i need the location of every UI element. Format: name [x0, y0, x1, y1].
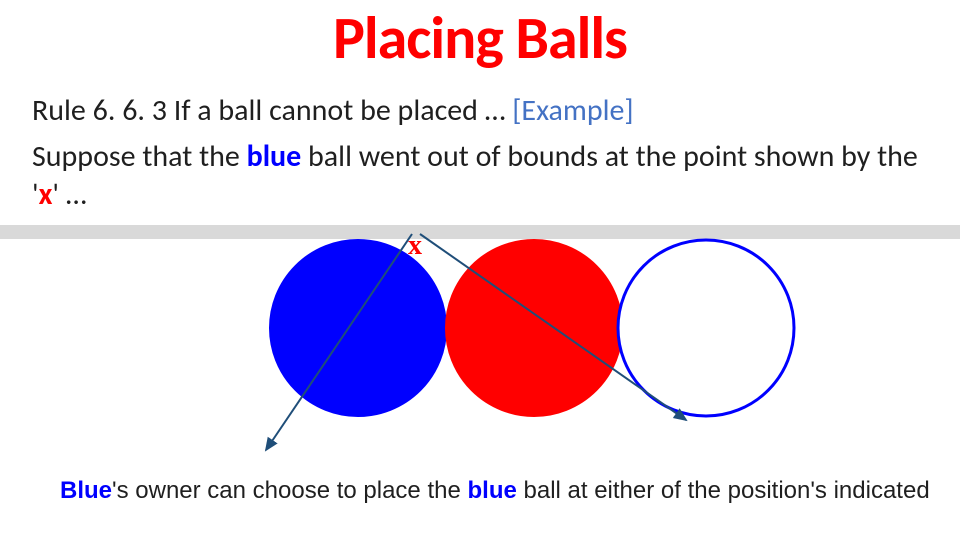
- suppose-part3: ' …: [52, 176, 86, 213]
- footer-blue-prefix: Blue: [60, 477, 112, 504]
- red-ball: [446, 240, 622, 416]
- suppose-blue-word: blue: [247, 138, 302, 175]
- slide: Placing Balls Rule 6. 6. 3 If a ball can…: [0, 0, 960, 540]
- blue-ball: [270, 240, 446, 416]
- example-tag: [Example]: [512, 92, 633, 129]
- white-ball: [618, 240, 794, 416]
- suppose-x: x: [39, 176, 53, 213]
- rule-line: Rule 6. 6. 3 If a ball cannot be placed …: [32, 92, 634, 129]
- diagram-svg: [0, 220, 960, 480]
- footer-part2: ball at either of the position's indicat…: [517, 477, 930, 504]
- footer-line: Blue's owner can choose to place the blu…: [60, 478, 930, 504]
- footer-blue-word: blue: [467, 477, 516, 504]
- rule-number: Rule 6. 6. 3: [32, 92, 167, 129]
- rule-text: If a ball cannot be placed …: [167, 92, 512, 129]
- footer-part1: 's owner can choose to place the: [112, 477, 467, 504]
- suppose-part1: Suppose that the: [32, 138, 247, 175]
- slide-title: Placing Balls: [0, 2, 960, 75]
- suppose-line: Suppose that the blue ball went out of b…: [32, 138, 932, 213]
